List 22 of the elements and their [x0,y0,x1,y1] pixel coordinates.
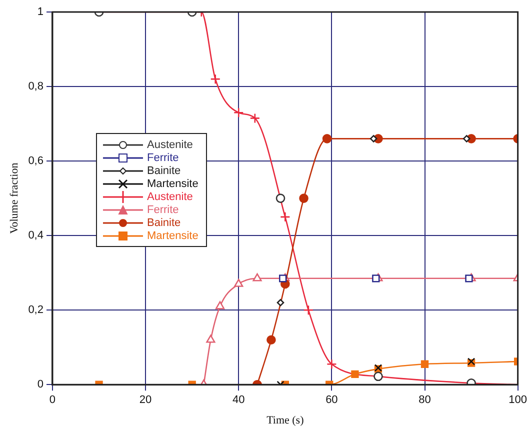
legend-label: Ferrite [147,204,179,216]
x-tick-label: 60 [326,394,338,406]
y-tick-label: 0 [37,378,44,391]
x-tick-label: 80 [418,394,431,406]
y-tick-label: 0,8 [28,80,44,93]
legend-label: Bainite [147,164,181,176]
x-tick-label: 100 [508,394,528,406]
y-tick-label: 0,6 [28,155,44,168]
legend-label: Austenite [147,190,193,202]
x-tick-label: 20 [139,394,152,406]
legend-label: Ferrite [147,152,179,164]
y-axis-title: Volume fraction [8,162,20,234]
legend-label: Martensite [147,230,198,242]
legend-label: Bainite [147,216,181,228]
legend-label: Martensite [147,178,198,190]
x-tick-label: 0 [49,394,56,406]
y-tick-label: 0,2 [28,304,44,316]
y-tick-label: 0,4 [28,230,44,242]
x-axis-title: Time (s) [266,414,304,426]
x-tick-label: 40 [232,394,245,406]
y-tick-label: 1 [37,6,44,18]
legend-label: Austenite [147,138,193,150]
